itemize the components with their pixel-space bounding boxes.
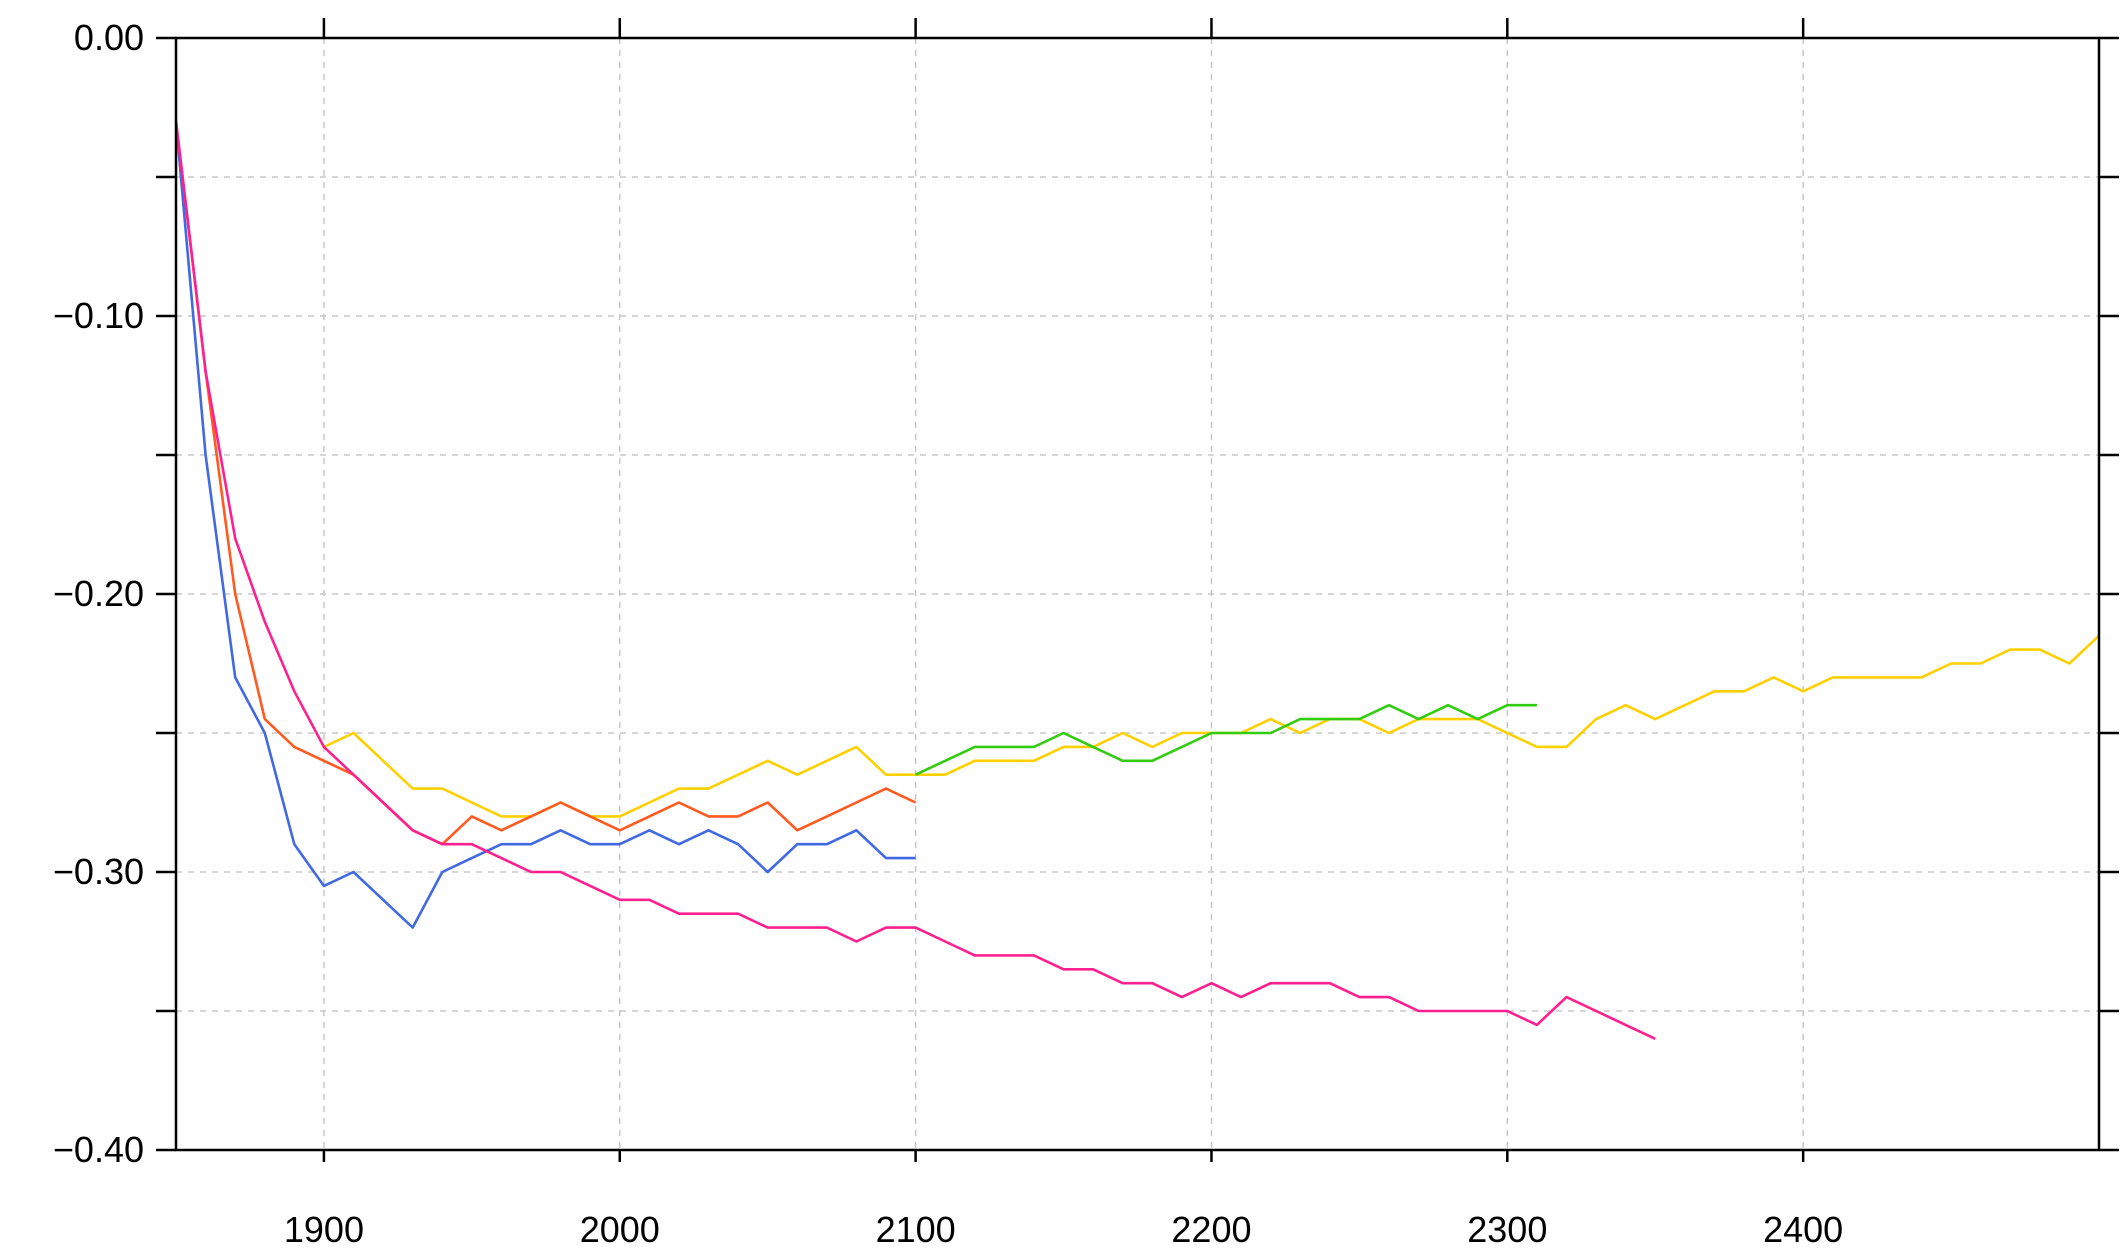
data-line [174,121,1656,1040]
x-tick-label: 2300 [1467,1209,1547,1250]
y-tick-label: −0.40 [53,1129,144,1170]
x-tick-label: 2400 [1763,1209,1843,1250]
data-line [174,121,917,846]
y-tick-label: −0.30 [53,851,144,892]
x-tick-label: 2000 [580,1209,660,1250]
x-tick-label: 2200 [1171,1209,1251,1250]
data-line [174,121,916,929]
y-tick-label: 0.00 [74,17,144,58]
y-tick-label: −0.20 [53,573,144,614]
y-tick-label: −0.10 [53,295,144,336]
x-tick-label: 2100 [876,1209,956,1250]
x-tick-label: 1900 [284,1209,364,1250]
data-line [915,703,1537,776]
